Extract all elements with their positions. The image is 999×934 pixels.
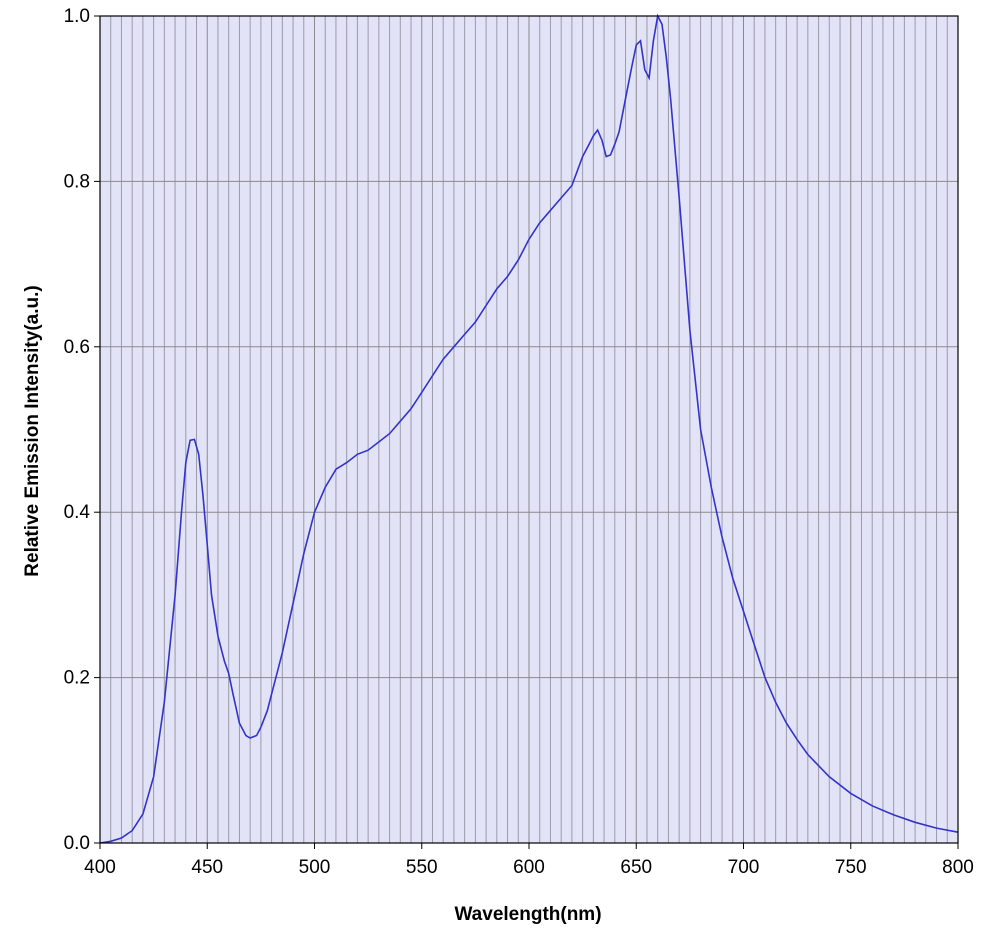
x-axis-title: Wavelength(nm) [454, 904, 601, 925]
x-tick-label: 550 [406, 857, 438, 878]
y-tick-label: 0.6 [64, 337, 90, 358]
emission-curve [99, 13, 959, 844]
y-axis-ticks: 0.0 0.2 0.4 0.6 0.8 1.0 [64, 6, 100, 854]
x-tick-label: 700 [728, 857, 760, 878]
y-axis-title: Relative Emission Intensity(a.u.) [22, 285, 43, 576]
x-tick-label: 450 [191, 857, 223, 878]
x-tick-label: 800 [942, 857, 974, 878]
x-axis-ticks: 400 450 500 550 600 650 700 750 800 [84, 843, 974, 878]
y-tick-label: 0.2 [64, 668, 90, 689]
x-tick-label: 600 [513, 857, 545, 878]
x-tick-label: 750 [835, 857, 867, 878]
y-tick-label: 0.4 [64, 502, 91, 523]
y-tick-label: 1.0 [64, 6, 90, 27]
x-tick-label: 400 [84, 857, 116, 878]
minor-grid [110, 16, 948, 843]
x-tick-label: 500 [299, 857, 331, 878]
y-tick-label: 0.0 [64, 833, 90, 854]
x-tick-label: 650 [620, 857, 652, 878]
y-tick-label: 0.8 [64, 171, 90, 192]
